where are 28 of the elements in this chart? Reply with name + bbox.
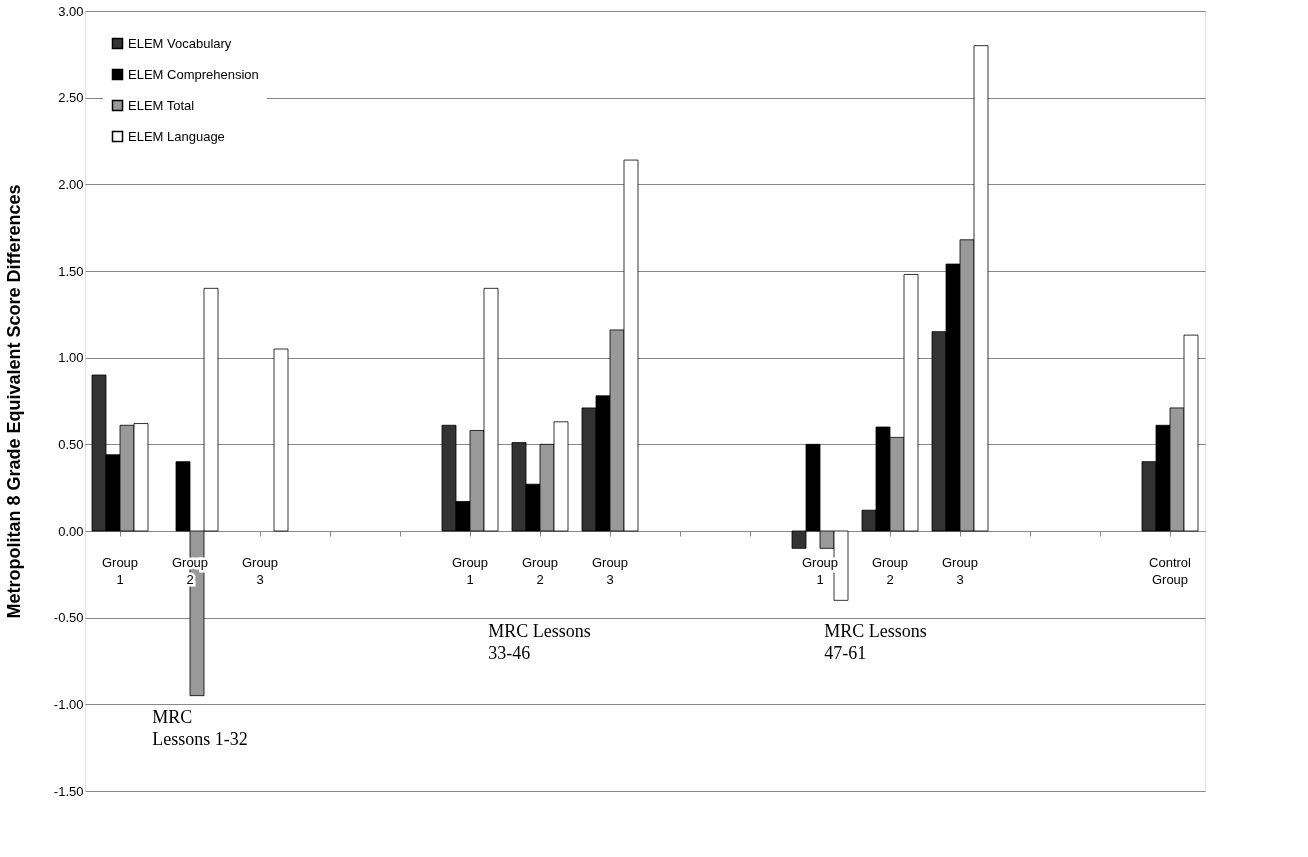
x-tick-label: Group 1 — [801, 555, 839, 587]
y-tick-label: 2.50 — [58, 90, 84, 106]
y-tick-label: -1.50 — [53, 783, 84, 799]
y-tick-label: 0.50 — [58, 436, 84, 452]
legend-label: ELEM Total — [128, 97, 195, 113]
x-tick-label: Group 2 — [871, 555, 909, 587]
annotation: MRC Lessons 47-61 — [824, 621, 927, 664]
y-tick-label: 0.00 — [58, 523, 84, 539]
x-tick-label: Group 3 — [941, 555, 979, 587]
x-tick-label: Group 2 — [521, 555, 559, 587]
x-tick-label: Group 3 — [241, 555, 279, 587]
x-tick-label: Control Group — [1149, 555, 1192, 587]
y-tick-label: 2.00 — [58, 176, 84, 192]
x-tick-label: Group 1 — [101, 555, 139, 587]
legend-label: ELEM Language — [128, 128, 225, 144]
y-tick-label: 1.50 — [58, 263, 84, 279]
y-tick-label: 1.00 — [58, 350, 84, 366]
y-tick-label: 3.00 — [58, 3, 84, 19]
annotation: MRC Lessons 33-46 — [488, 621, 591, 664]
x-tick-label: Group 3 — [591, 555, 629, 587]
y-tick-label: -0.50 — [53, 610, 84, 626]
x-tick-label: Group 1 — [451, 555, 489, 587]
y-axis-title: Metropolitan 8 Grade Equivalent Score Differences — [3, 184, 24, 619]
y-tick-label: -1.00 — [53, 696, 84, 712]
annotation: MRC Lessons 1-32 — [152, 707, 248, 750]
legend-label: ELEM Vocabulary — [128, 35, 232, 51]
legend-label: ELEM Comprehension — [128, 66, 259, 82]
bar — [273, 348, 289, 532]
